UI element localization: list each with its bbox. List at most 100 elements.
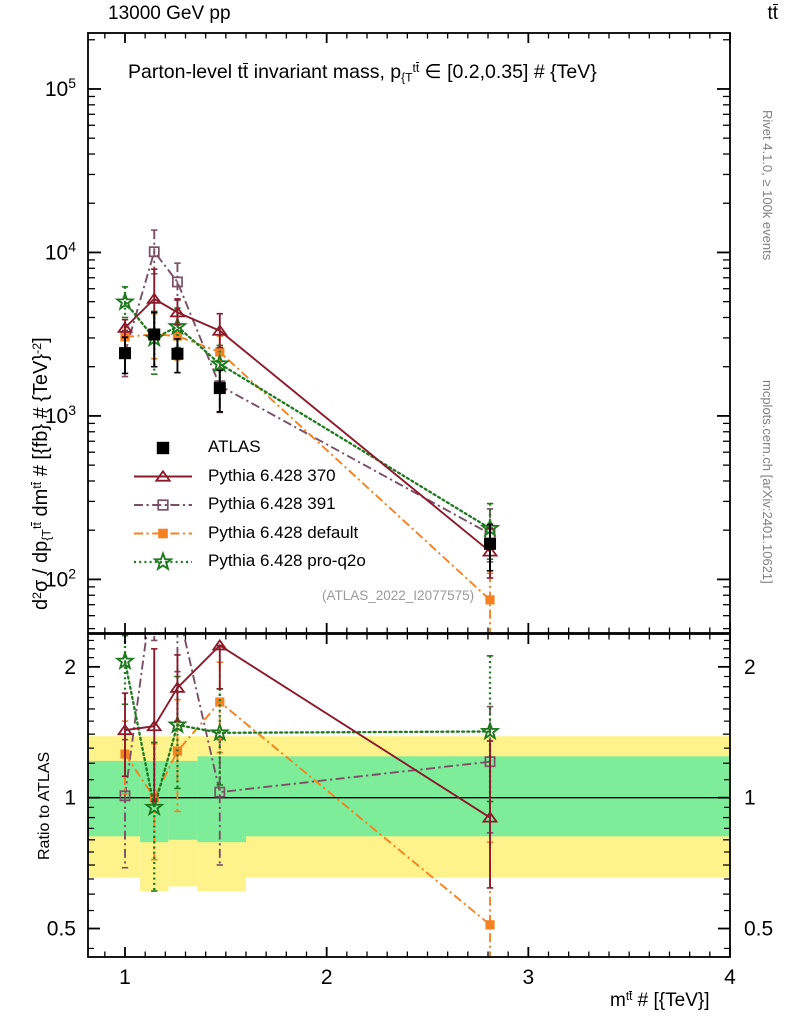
- title-c: invariant mass, p: [248, 61, 402, 83]
- data-marker: [148, 246, 160, 258]
- ylab-d-sup: 2: [30, 591, 45, 599]
- ratio-y-tick-label-right: 0.5: [744, 918, 773, 941]
- ratio-y-tick-label: 1: [64, 787, 76, 810]
- title-d: ∈ [0.2,0.35] # {TeV}: [419, 61, 597, 83]
- ratio-panel-frame: [87, 633, 731, 958]
- title-sub: {T: [401, 70, 413, 85]
- legend-marker-3: [158, 528, 168, 539]
- data-marker: [173, 602, 182, 611]
- series-pythia-6-428-370-panel2: [116, 638, 499, 889]
- data-marker: [158, 528, 168, 539]
- ratio-band-inner-green: [88, 760, 141, 837]
- legend-marker-4: [152, 550, 174, 572]
- header-beam-label: 13000 GeV pp: [108, 3, 231, 24]
- data-marker: [481, 811, 499, 823]
- series-line: [124, 249, 491, 535]
- data-marker: [114, 650, 136, 671]
- data-marker: [146, 292, 163, 304]
- data-marker: [215, 697, 225, 707]
- ratio-y-tick-label: 0.5: [47, 918, 76, 941]
- ylab-sup2-t2: t: [30, 481, 45, 486]
- ylab-sup-t2: t: [30, 522, 45, 526]
- header-process-tbar: t: [772, 3, 778, 24]
- main-panel-frame: [87, 32, 731, 634]
- data-marker: [213, 382, 226, 395]
- y-tick-label: 104: [45, 238, 76, 264]
- data-marker: [119, 790, 131, 802]
- y-tick-label: 105: [45, 75, 76, 101]
- data-marker: [116, 321, 134, 333]
- x-tick-label: 1: [119, 966, 131, 989]
- legend-marker-0: [156, 441, 170, 455]
- title-sup: tt: [413, 61, 420, 75]
- data-marker: [167, 315, 188, 336]
- header-process-t: t: [767, 3, 773, 24]
- data-marker: [479, 720, 501, 741]
- data-marker: [209, 353, 231, 373]
- series-atlas-panel1: [119, 311, 497, 572]
- ylab-units: # [{fb} # {TeV}: [30, 353, 52, 482]
- ylab-close: ]: [30, 337, 52, 343]
- data-marker: [119, 347, 132, 360]
- data-marker: [169, 681, 186, 693]
- ratio-y-tick-label: 2: [64, 656, 76, 679]
- ratio-y-tick-label-right: 2: [744, 656, 756, 679]
- plot-title: Parton-level tt invariant mass, p{Ttt ∈ …: [128, 60, 597, 84]
- x-axis-title: mtt # [{TeV}]: [610, 990, 710, 1012]
- legend-label-2[interactable]: Pythia 6.428 391: [208, 494, 336, 513]
- legend-marker-1: [154, 469, 172, 482]
- data-marker: [169, 305, 186, 318]
- data-marker: [485, 595, 495, 605]
- data-marker: [484, 537, 497, 550]
- ratio-y-tick-label-right: 1: [744, 787, 756, 810]
- title-tbar: t: [242, 61, 249, 83]
- xlab-units: # [{TeV}]: [632, 990, 710, 1011]
- y-axis-title: d2σ / dp{Ttt dmtt # [{fb} # {TeV}-2]: [30, 337, 53, 610]
- title-sup-t1: t: [412, 61, 416, 76]
- data-marker: [143, 796, 165, 817]
- ylab-units-sup: -2: [30, 342, 45, 354]
- x-tick-label: 3: [522, 966, 534, 989]
- ylab-sigma: σ / dp: [30, 540, 52, 592]
- xlab-m: m: [610, 990, 626, 1011]
- ratio-y-axis-title: Ratio to ATLAS: [36, 751, 53, 860]
- series-pythia-6-428-pro-q2o-panel1: [114, 286, 501, 560]
- ylab-sub-T: {T: [39, 528, 54, 541]
- legend-label-0[interactable]: ATLAS: [208, 437, 261, 456]
- data-marker: [156, 441, 170, 455]
- side-label-mcplots: mcplots.cern.ch [arXiv:2401.10621]: [760, 380, 775, 584]
- data-marker: [172, 331, 183, 341]
- data-marker: [154, 469, 172, 482]
- ylab-d: d: [30, 598, 52, 610]
- data-marker: [114, 291, 136, 311]
- legend-label-3[interactable]: Pythia 6.428 default: [208, 522, 359, 542]
- data-marker: [209, 721, 231, 742]
- ylab-sup-tt: tt: [30, 522, 44, 529]
- header-process-label: tt: [767, 3, 778, 25]
- ratio-band-inner-green: [197, 756, 247, 843]
- title-sup-t2: t: [415, 61, 420, 76]
- side-label-rivet: Rivet 4.1.0, ≥ 100k events: [760, 110, 775, 261]
- data-marker: [167, 714, 188, 734]
- legend-label-4[interactable]: Pythia 6.428 pro-q2o: [208, 551, 366, 570]
- title-a: Parton-level t: [128, 61, 243, 83]
- data-marker: [171, 276, 183, 288]
- data-marker: [485, 920, 495, 930]
- data-marker: [152, 550, 174, 572]
- legend-label-1[interactable]: Pythia 6.428 370: [208, 465, 336, 485]
- data-marker: [146, 719, 163, 732]
- series-line: [123, 300, 492, 530]
- x-tick-label: 2: [321, 966, 333, 989]
- ylab-dm: dm: [30, 488, 52, 523]
- dataset-watermark: (ATLAS_2022_I2077575): [322, 588, 475, 603]
- ratio-band-inner-green: [246, 756, 730, 837]
- ylab-sup-t1: t: [30, 525, 45, 529]
- x-tick-label: 4: [724, 966, 736, 989]
- data-marker: [150, 573, 159, 582]
- data-marker: [214, 786, 226, 798]
- ratio-band-inner-green: [168, 760, 198, 840]
- legend-marker-2: [157, 499, 169, 511]
- data-marker: [211, 324, 228, 336]
